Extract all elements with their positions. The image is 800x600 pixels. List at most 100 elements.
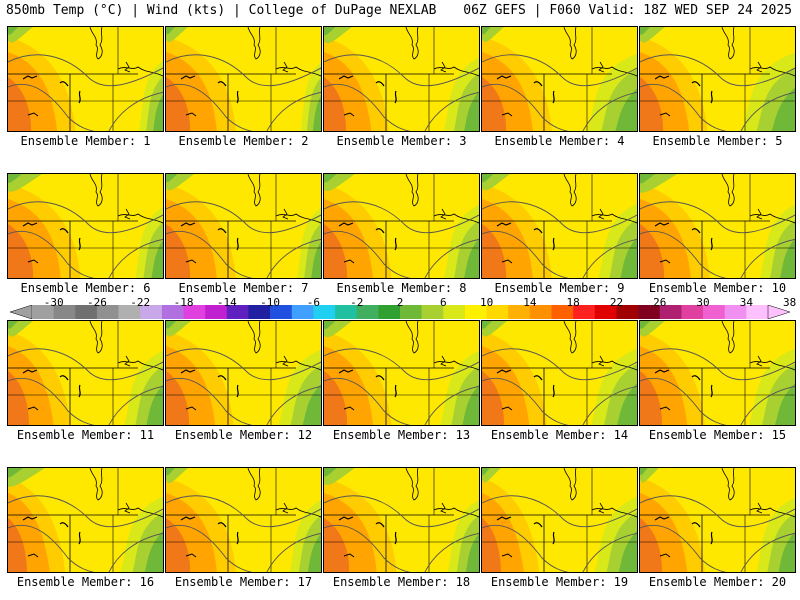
colorbar-tick-label: 6: [439, 296, 447, 309]
colorbar-tick-label: 2: [396, 296, 404, 309]
colorbar-swatch: [703, 305, 726, 319]
temperature-field: [8, 321, 163, 425]
colorbar-tick-label: 18: [566, 296, 580, 309]
ensemble-member-label: Ensemble Member: 6: [20, 281, 151, 295]
colorbar-tick-label: 30: [696, 296, 710, 309]
colorbar-tick-label: 10: [479, 296, 494, 309]
ensemble-member-label: Ensemble Member: 9: [494, 281, 625, 295]
colorbar-swatch: [96, 305, 119, 319]
colorbar-tick-label: 26: [653, 296, 667, 309]
ensemble-map-13: [323, 320, 480, 426]
temperature-field: [8, 174, 163, 278]
colorbar-swatch: [464, 305, 487, 319]
ensemble-map-2: [165, 26, 322, 132]
temperature-field: [324, 468, 479, 572]
ensemble-member-label: Ensemble Member: 13: [332, 428, 471, 442]
ensemble-map-11: [7, 320, 164, 426]
colorbar-swatch: [573, 305, 596, 319]
colorbar-swatch: [551, 305, 574, 319]
colorbar-tick-label: -14: [216, 296, 237, 309]
colorbar-tick-label: 38: [783, 296, 797, 309]
ensemble-member-label: Ensemble Member: 3: [336, 134, 467, 148]
colorbar-swatch: [53, 305, 76, 319]
ensemble-map-18: [323, 467, 480, 573]
ensemble-map-8: [323, 173, 480, 279]
colorbar-swatch: [724, 305, 747, 319]
ensemble-member-label: Ensemble Member: 4: [494, 134, 625, 148]
colorbar-swatch: [356, 305, 379, 319]
colorbar-tick-label: -30: [43, 296, 64, 309]
ensemble-member-label: Ensemble Member: 12: [174, 428, 313, 442]
temperature-field: [482, 27, 637, 131]
ensemble-map-19: [481, 467, 638, 573]
colorbar-tick-label: -10: [260, 296, 281, 309]
colorbar-swatch: [529, 305, 552, 319]
ensemble-map-10: [639, 173, 796, 279]
ensemble-member-label: Ensemble Member: 15: [648, 428, 787, 442]
colorbar-swatch: [746, 305, 769, 319]
temperature-field: [166, 468, 321, 572]
colorbar-swatch: [313, 305, 336, 319]
temperature-field: [8, 27, 163, 131]
temperature-field: [482, 468, 637, 572]
temperature-field: [324, 27, 479, 131]
temperature-field: [324, 321, 479, 425]
ensemble-map-12: [165, 320, 322, 426]
colorbar-swatch: [378, 305, 401, 319]
ensemble-member-label: Ensemble Member: 8: [336, 281, 467, 295]
ensemble-map-14: [481, 320, 638, 426]
colorbar-swatch: [32, 305, 54, 319]
ensemble-member-label: Ensemble Member: 11: [16, 428, 155, 442]
colorbar-swatch: [248, 305, 271, 319]
ensemble-map-7: [165, 173, 322, 279]
colorbar-tick-label: -2: [350, 296, 364, 309]
colorbar-tick-label: -18: [173, 296, 194, 309]
colorbar-swatch: [594, 305, 617, 319]
colorbar-swatch: [681, 305, 704, 319]
temperature-field: [166, 27, 321, 131]
colorbar-swatch: [226, 305, 249, 319]
temperature-field: [640, 174, 795, 278]
temperature-field: [482, 321, 637, 425]
header-title: 850mb Temp (°C) | Wind (kts) | College o…: [6, 3, 437, 18]
ensemble-map-15: [639, 320, 796, 426]
ensemble-map-20: [639, 467, 796, 573]
colorbar-min-arrow: [10, 305, 33, 319]
ensemble-map-9: [481, 173, 638, 279]
colorbar-swatch: [161, 305, 184, 319]
colorbar-swatch: [421, 305, 444, 319]
ensemble-member-label: Ensemble Member: 17: [174, 575, 313, 589]
colorbar-tick-label: -6: [306, 296, 321, 309]
ensemble-map-4: [481, 26, 638, 132]
temperature-field: [640, 321, 795, 425]
temperature-colorbar: [10, 305, 790, 319]
colorbar-tick-label: -26: [87, 296, 107, 309]
ensemble-member-label: Ensemble Member: 19: [490, 575, 629, 589]
ensemble-member-label: Ensemble Member: 7: [178, 281, 309, 295]
ensemble-member-label: Ensemble Member: 1: [20, 134, 151, 148]
temperature-field: [8, 468, 163, 572]
ensemble-map-1: [7, 26, 164, 132]
colorbar-tick-label: 14: [523, 296, 537, 309]
colorbar-tick-label: 22: [609, 296, 624, 309]
ensemble-map-17: [165, 467, 322, 573]
colorbar-swatch: [659, 305, 682, 319]
ensemble-map-16: [7, 467, 164, 573]
colorbar-swatch: [118, 305, 141, 319]
colorbar-max-arrow: [767, 305, 790, 319]
ensemble-member-label: Ensemble Member: 14: [490, 428, 629, 442]
temperature-field: [640, 27, 795, 131]
temperature-field: [166, 321, 321, 425]
ensemble-member-label: Ensemble Member: 16: [16, 575, 155, 589]
colorbar-swatch: [140, 305, 163, 319]
colorbar-swatch: [291, 305, 314, 319]
colorbar-swatch: [335, 305, 358, 319]
colorbar-swatch: [486, 305, 509, 319]
ensemble-member-label: Ensemble Member: 10: [648, 281, 787, 295]
temperature-field: [640, 468, 795, 572]
colorbar-swatch: [75, 305, 98, 319]
colorbar-swatch: [400, 305, 422, 319]
colorbar-swatch: [616, 305, 639, 319]
ensemble-member-label: Ensemble Member: 20: [648, 575, 787, 589]
colorbar-swatch: [270, 305, 293, 319]
